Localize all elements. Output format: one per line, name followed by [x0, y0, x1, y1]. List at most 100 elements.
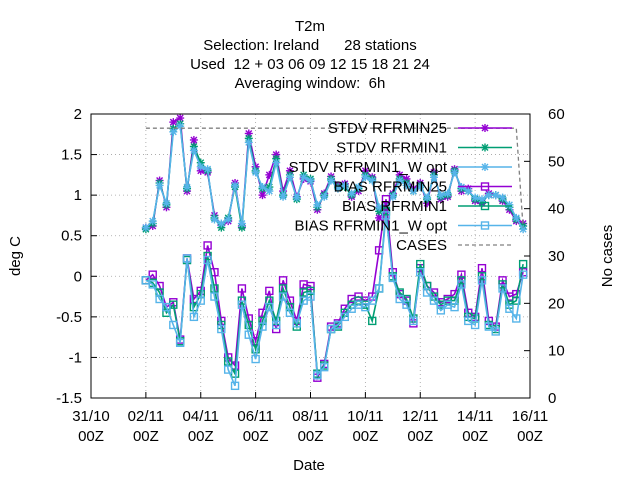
data-point: [505, 304, 514, 313]
data-point: [518, 259, 528, 269]
data-point: [402, 300, 411, 309]
title-line-0: T2m: [295, 18, 325, 35]
data-point: [436, 306, 446, 315]
data-point: [285, 173, 294, 182]
data-point: [491, 191, 500, 200]
data-point: [237, 284, 247, 293]
data-point: [381, 194, 391, 204]
data-point: [224, 215, 233, 224]
x-tick-label: 00Z: [352, 428, 378, 445]
data-point: [231, 181, 240, 190]
x-tick-label: 00Z: [462, 428, 488, 445]
data-point: [162, 199, 171, 208]
x-tick-label: 00Z: [78, 428, 104, 445]
data-point: [210, 215, 219, 224]
y-tick-label: 2: [74, 106, 82, 123]
data-point: [340, 181, 349, 190]
data-point: [306, 176, 315, 185]
data-point: [175, 338, 185, 348]
data-point: [436, 191, 445, 200]
data-point: [306, 286, 315, 296]
data-point: [450, 168, 459, 177]
data-point: [169, 127, 178, 136]
legend-label: STDV RFRMIN1: [336, 140, 447, 157]
data-point: [477, 263, 487, 273]
data-point: [189, 146, 198, 155]
data-point: [244, 320, 253, 330]
data-point: [196, 296, 205, 305]
x-tick-label: 00Z: [298, 428, 324, 445]
data-point: [183, 183, 192, 192]
data-point: [169, 320, 178, 330]
data-point: [155, 294, 164, 304]
data-point: [368, 316, 377, 326]
data-point: [409, 187, 418, 196]
data-point: [278, 284, 288, 293]
data-point: [395, 294, 404, 304]
data-point: [498, 284, 507, 293]
data-point: [347, 189, 356, 198]
data-point: [491, 327, 500, 336]
data-point: [162, 308, 171, 317]
data-point: [251, 168, 260, 177]
x-axis-label: Date: [293, 457, 325, 474]
x-tick-label: 06/11: [237, 408, 273, 425]
y2-tick-label: 20: [548, 295, 565, 312]
data-point: [176, 122, 185, 131]
data-point: [148, 217, 157, 226]
data-point: [148, 270, 157, 279]
data-point: [320, 192, 329, 201]
x-tick-label: 12/11: [402, 408, 438, 425]
data-point: [285, 302, 295, 312]
data-point: [237, 300, 247, 309]
y2-tick-label: 10: [548, 343, 565, 360]
title-line-1: Selection: Ireland 28 stations: [203, 37, 416, 54]
legend-entry: BIAS RFRMIN1_W opt: [294, 218, 512, 235]
data-point: [484, 322, 494, 331]
data-point: [210, 284, 219, 293]
data-point: [203, 165, 212, 174]
data-point: [512, 213, 521, 222]
data-point: [162, 302, 171, 312]
x-tick-label: 16/11: [512, 408, 548, 425]
data-point: [340, 312, 349, 322]
legend-label: STDV RFRMIN1_W opt: [289, 159, 448, 176]
data-point: [210, 292, 219, 301]
data-point: [361, 173, 370, 182]
data-point: [457, 280, 466, 289]
data-point: [203, 241, 212, 250]
data-point: [217, 219, 226, 228]
legend-entry: CASES: [396, 237, 512, 254]
x-tick-label: 31/10: [72, 408, 110, 425]
y2-axis-label: No cases: [599, 225, 616, 288]
legend: STDV RFRMIN25 STDV RFRMIN1 STDV RFRMIN1_W …: [289, 120, 512, 254]
y-tick-label: 0: [74, 268, 82, 285]
data-point: [265, 286, 274, 296]
x-tick-label: 10/11: [347, 408, 383, 425]
data-point: [361, 302, 370, 312]
legend-label: BIAS RFRMIN1_W opt: [294, 218, 447, 235]
legend-entry: STDV RFRMIN25: [328, 120, 512, 137]
chart-title: T2m Selection: Ireland 28 stations Used 12…: [190, 18, 430, 92]
data-point: [244, 330, 253, 339]
data-point: [395, 176, 404, 185]
data-point: [313, 200, 322, 209]
data-point: [388, 273, 398, 283]
legend-entry: STDV RFRMIN1_W opt: [289, 159, 512, 176]
y2-tick-label: 50: [548, 153, 565, 170]
data-point: [471, 193, 480, 202]
data-point: [484, 191, 493, 200]
data-point: [148, 280, 157, 289]
data-point: [223, 365, 233, 374]
y-tick-label: -1.5: [56, 390, 82, 407]
y-tick-label: -1: [69, 349, 82, 366]
y2-tick-label: 30: [548, 248, 565, 265]
data-point: [285, 308, 295, 317]
data-point: [409, 316, 418, 326]
data-point: [464, 187, 473, 196]
x-tick-label: 08/11: [292, 408, 328, 425]
data-point: [498, 193, 507, 202]
data-point: [278, 276, 288, 285]
x-tick-label: 00Z: [188, 428, 214, 445]
